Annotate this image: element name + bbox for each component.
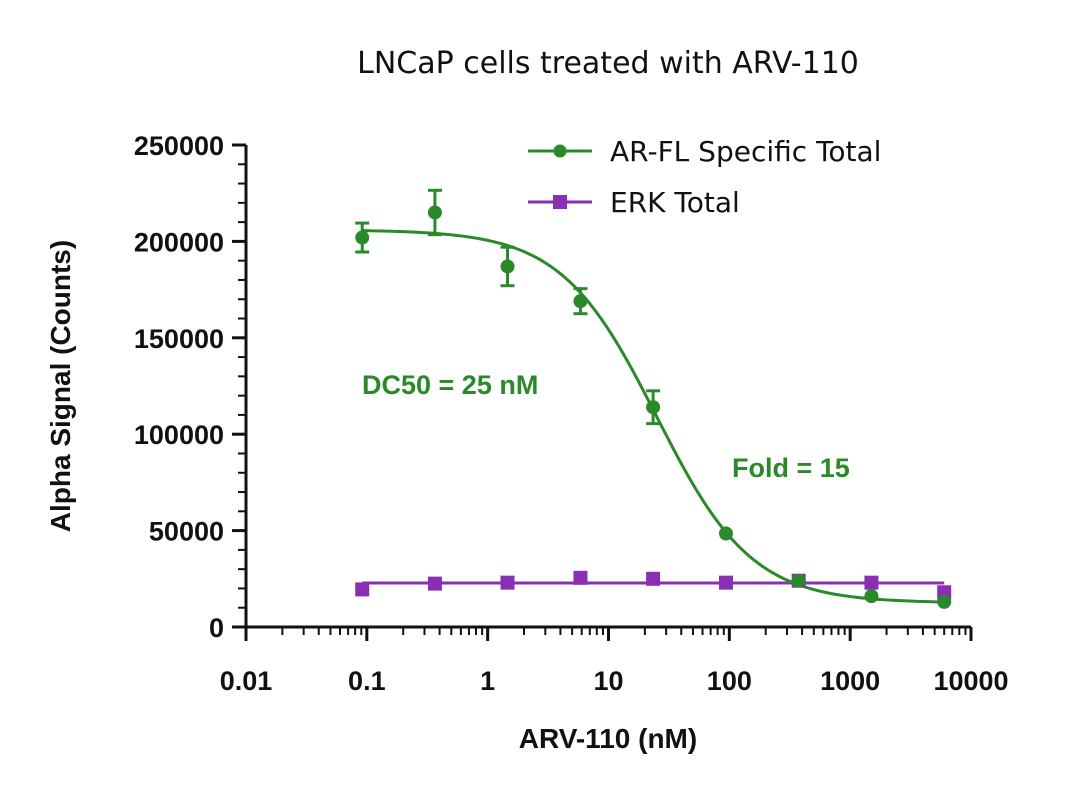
y-axis-title: Alpha Signal (Counts): [45, 240, 76, 532]
ar-fl-data-point: [573, 294, 588, 309]
erk-data-point: [427, 576, 442, 591]
x-ticks: [244, 627, 973, 641]
erk-data-point: [646, 571, 661, 586]
legend: AR-FL Specific Total ERK Total: [528, 135, 881, 219]
ar-fl-data-point: [791, 573, 806, 588]
x-tick-label: 0.01: [220, 666, 273, 696]
erk-data-point: [500, 575, 515, 590]
legend-label-erk: ERK Total: [610, 186, 740, 219]
erk-data-point: [355, 582, 370, 597]
erk-data-point: [937, 585, 952, 600]
y-tick-label: 150000: [134, 324, 224, 354]
erk-data-point: [718, 575, 733, 590]
y-tick-label: 250000: [134, 131, 224, 161]
x-tick-label: 0.1: [348, 666, 386, 696]
y-tick-label: 0: [209, 613, 224, 643]
x-tick-labels: 0.01 0.1 1 10 100 1000 10000: [220, 666, 1009, 696]
x-tick-label: 1000: [820, 666, 880, 696]
x-tick-label: 100: [707, 666, 752, 696]
legend-marker-erk: [553, 195, 567, 209]
ar-fl-data-point: [427, 205, 442, 220]
legend-label-ar-fl: AR-FL Specific Total: [610, 135, 881, 168]
ar-fl-data-point: [718, 526, 733, 541]
ar-fl-data-point: [937, 594, 952, 609]
chart-title: LNCaP cells treated with ARV-110: [357, 46, 859, 81]
y-tick-label: 200000: [134, 227, 224, 257]
ar-fl-data-point: [355, 230, 370, 245]
axes: 0.01 0.1 1 10 100 1000 10000 0 50000 100000 15000…: [134, 131, 1009, 696]
ar-fl-data-point: [500, 259, 515, 274]
x-tick-label: 10: [593, 666, 623, 696]
legend-entry-ar-fl: AR-FL Specific Total: [528, 135, 881, 168]
ar-fl-data-point: [646, 400, 661, 415]
x-tick-label: 1: [480, 666, 495, 696]
erk-data-point: [864, 575, 879, 590]
y-tick-labels: 0 50000 100000 150000 200000 250000: [134, 131, 224, 643]
dc50-annotation: DC50 = 25 nM: [362, 370, 538, 400]
y-tick-label: 50000: [149, 517, 224, 547]
fold-annotation: Fold = 15: [732, 453, 850, 483]
y-ticks: [232, 143, 246, 629]
ar-fl-data-point: [864, 589, 879, 604]
plot-area: [355, 188, 952, 609]
x-tick-label: 10000: [933, 666, 1008, 696]
erk-data-point: [573, 570, 588, 585]
legend-entry-erk: ERK Total: [528, 186, 740, 219]
y-tick-label: 100000: [134, 420, 224, 450]
legend-marker-ar-fl: [553, 144, 567, 158]
x-axis-title: ARV-110 (nM): [519, 723, 697, 754]
